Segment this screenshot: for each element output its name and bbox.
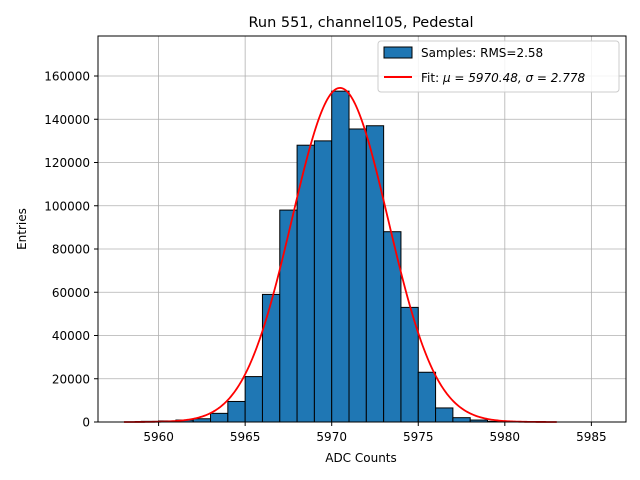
histogram-bar: [261, 293, 281, 423]
histogram-bar: [331, 90, 350, 423]
fit-curve: [123, 87, 557, 423]
y-tick-label: 0: [82, 416, 90, 430]
x-tick-label: 5960: [143, 430, 174, 444]
histogram-bar: [210, 412, 229, 423]
y-axis-label: Entries: [15, 208, 29, 250]
legend-label-samples: Samples: RMS=2.58: [421, 46, 543, 60]
x-tick-label: 5985: [576, 430, 607, 444]
y-tick-label: 40000: [52, 329, 90, 343]
histogram-bar: [279, 209, 298, 423]
x-axis-label: ADC Counts: [325, 451, 397, 465]
y-tick-label: 100000: [44, 199, 90, 213]
histogram-bar: [452, 417, 471, 423]
y-axis-ticks: 0 20000 40000 60000 80000 100000 120000 140000 1…: [44, 70, 98, 430]
x-tick-label: 5965: [230, 430, 261, 444]
legend-swatch-samples: [383, 46, 413, 59]
histogram-bars: [140, 90, 506, 423]
fit-curve-layer: [123, 87, 557, 423]
legend-box: [377, 40, 620, 93]
legend-fit-sigma: σ = 2.778: [526, 71, 586, 85]
legend: Samples: RMS=2.58 Fit: μ = 5970.48, σ = …: [377, 40, 620, 93]
histogram-bar: [244, 376, 263, 423]
x-axis-ticks: 5960 5965 5970 5975 5980 5985: [143, 422, 607, 444]
y-tick-label: 80000: [52, 243, 90, 257]
y-tick-label: 60000: [52, 286, 90, 300]
x-tick-label: 5975: [403, 430, 434, 444]
y-tick-label: 120000: [44, 156, 90, 170]
y-tick-label: 160000: [44, 70, 90, 84]
plot-frame: [97, 35, 627, 423]
legend-fit-mu: μ = 5970.48,: [442, 71, 526, 85]
histogram-bar: [365, 125, 385, 423]
histogram-bar: [313, 140, 333, 423]
histogram-bar: [348, 128, 367, 423]
histogram-bar: [435, 407, 454, 423]
x-tick-label: 5980: [490, 430, 521, 444]
chart-title: Run 551, channel105, Pedestal: [248, 15, 473, 31]
y-tick-label: 140000: [44, 113, 90, 127]
histogram-bar: [417, 371, 437, 423]
legend-fit-prefix: Fit:: [421, 71, 443, 85]
legend-label-fit: Fit: μ = 5970.48, σ = 2.778: [421, 71, 586, 85]
y-tick-label: 20000: [52, 372, 90, 386]
x-tick-label: 5970: [316, 430, 347, 444]
histogram-bar: [227, 400, 246, 423]
